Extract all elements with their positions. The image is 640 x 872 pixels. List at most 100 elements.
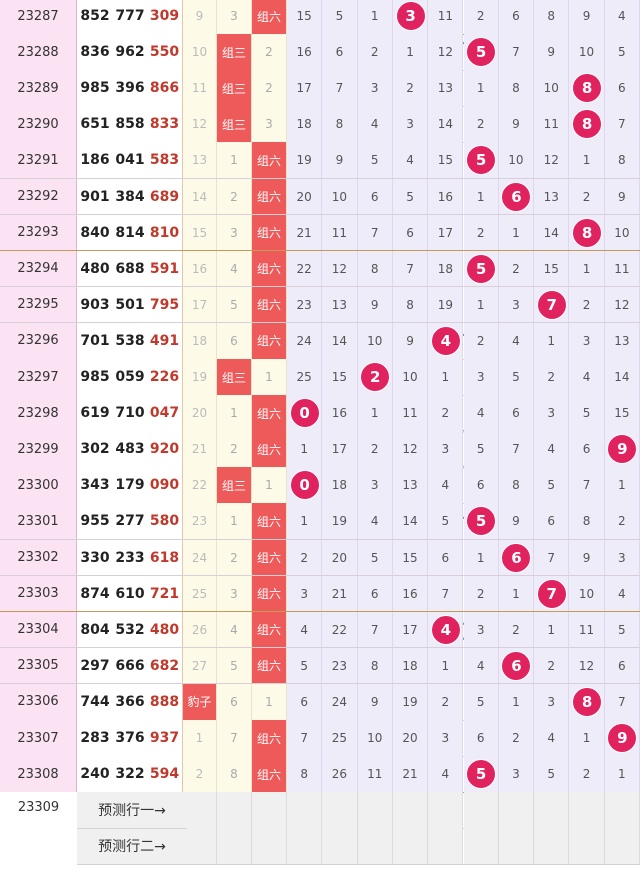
cell-g1: 2 (183, 756, 217, 793)
cell-digit-6: 1 (498, 683, 535, 720)
cell-c: 226 (147, 359, 183, 396)
cell-g3: 组六 (252, 395, 287, 432)
cell-digit-1: 18 (322, 467, 358, 504)
cell-b: 366 (113, 683, 147, 720)
cell-period: 23304 (0, 611, 77, 648)
cell-digit-3: 1 (392, 34, 429, 71)
cell-g2: 组三 (217, 359, 252, 396)
hit-digit-ball: 6 (501, 181, 532, 212)
cell-a: 651 (77, 106, 113, 143)
cell-b: 688 (113, 250, 147, 287)
cell-digit-9: 12 (604, 286, 640, 323)
prediction-cell (322, 828, 358, 865)
cell-digit-3: 14 (392, 503, 429, 540)
cell-period: 23300 (0, 467, 77, 504)
cell-digit-8: 2 (569, 756, 605, 793)
cell-a: 985 (77, 70, 113, 107)
cell-digit-3: 8 (392, 286, 429, 323)
hit-digit-ball: 5 (466, 759, 497, 790)
cell-g2: 3 (217, 214, 252, 251)
prediction-cell (534, 828, 570, 865)
cell-g2: 3 (217, 575, 252, 612)
prediction-cell (287, 828, 323, 865)
cell-digit-1: 21 (322, 575, 358, 612)
cell-digit-3: 19 (392, 683, 429, 720)
cell-digit-6: 8 (498, 70, 535, 107)
cell-digit-1: 16 (322, 395, 358, 432)
cell-g2: 6 (217, 683, 252, 720)
cell-b: 532 (113, 611, 147, 648)
cell-g2: 组三 (217, 467, 252, 504)
cell-digit-4: 15 (428, 142, 464, 179)
prediction-cell (357, 792, 393, 829)
cell-digit-8: 8 (569, 503, 605, 540)
cell-digit-7: 12 (534, 142, 570, 179)
prediction-cell (322, 792, 358, 829)
cell-g2: 2 (217, 178, 252, 215)
cell-digit-0: 3 (287, 575, 323, 612)
cell-period: 23298 (0, 395, 77, 432)
cell-digit-7: 4 (534, 720, 570, 757)
cell-g3: 组六 (252, 720, 287, 757)
cell-digit-1: 19 (322, 503, 358, 540)
cell-a: 836 (77, 34, 113, 71)
cell-digit-7: 5 (534, 756, 570, 793)
hit-digit-ball: 8 (572, 217, 603, 248)
hit-digit-ball: 4 (430, 325, 461, 356)
cell-period: 23307 (0, 720, 77, 757)
cell-digit-4: 17 (428, 214, 464, 251)
cell-period: 23303 (0, 575, 77, 612)
cell-period: 23290 (0, 106, 77, 143)
cell-digit-3: 4 (392, 142, 429, 179)
cell-digit-2: 5 (357, 539, 393, 576)
prediction-cell (287, 792, 323, 829)
cell-digit-0: 22 (287, 250, 323, 287)
cell-b: 041 (113, 142, 147, 179)
cell-digit-9: 6 (604, 647, 640, 684)
cell-digit-6: 4 (498, 322, 535, 359)
cell-digit-8: 5 (569, 395, 605, 432)
cell-a: 852 (77, 0, 113, 35)
cell-digit-3: 20 (392, 720, 429, 757)
cell-g1: 23 (183, 503, 217, 540)
cell-digit-9: 4 (604, 0, 640, 35)
cell-g1: 1 (183, 720, 217, 757)
prediction-cell (428, 828, 464, 865)
hit-digit-ball: 5 (466, 145, 497, 176)
cell-digit-2: 2 (357, 431, 393, 468)
cell-digit-3: 7 (392, 250, 429, 287)
cell-digit-1: 22 (322, 611, 358, 648)
cell-digit-0: 23 (287, 286, 323, 323)
cell-digit-0: 21 (287, 214, 323, 251)
cell-g2: 组三 (217, 70, 252, 107)
cell-digit-5: 3 (463, 359, 499, 396)
cell-digit-7: 10 (534, 70, 570, 107)
cell-g2: 5 (217, 647, 252, 684)
cell-g1: 22 (183, 467, 217, 504)
hit-digit-ball: 3 (395, 1, 426, 32)
cell-digit-0: 1 (287, 503, 323, 540)
cell-digit-1: 10 (322, 178, 358, 215)
cell-digit-2: 4 (357, 503, 393, 540)
cell-a: 302 (77, 431, 113, 468)
prediction-cell (392, 828, 429, 865)
cell-digit-8: 4 (569, 359, 605, 396)
cell-b: 179 (113, 467, 147, 504)
cell-g2: 4 (217, 611, 252, 648)
prediction-cell (187, 792, 217, 829)
cell-digit-7: 4 (534, 431, 570, 468)
cell-digit-2: 8 (357, 250, 393, 287)
cell-digit-2: 6 (357, 178, 393, 215)
cell-digit-4: 16 (428, 178, 464, 215)
cell-digit-0: 4 (287, 611, 323, 648)
cell-digit-5: 2 (463, 575, 499, 612)
cell-period: 23291 (0, 142, 77, 179)
cell-digit-4: 7 (428, 575, 464, 612)
prediction-cell (534, 792, 570, 829)
cell-b: 710 (113, 395, 147, 432)
cell-g3: 组六 (252, 647, 287, 684)
cell-digit-8: 10 (569, 575, 605, 612)
cell-period: 23296 (0, 322, 77, 359)
cell-g1: 16 (183, 250, 217, 287)
cell-g2: 2 (217, 539, 252, 576)
